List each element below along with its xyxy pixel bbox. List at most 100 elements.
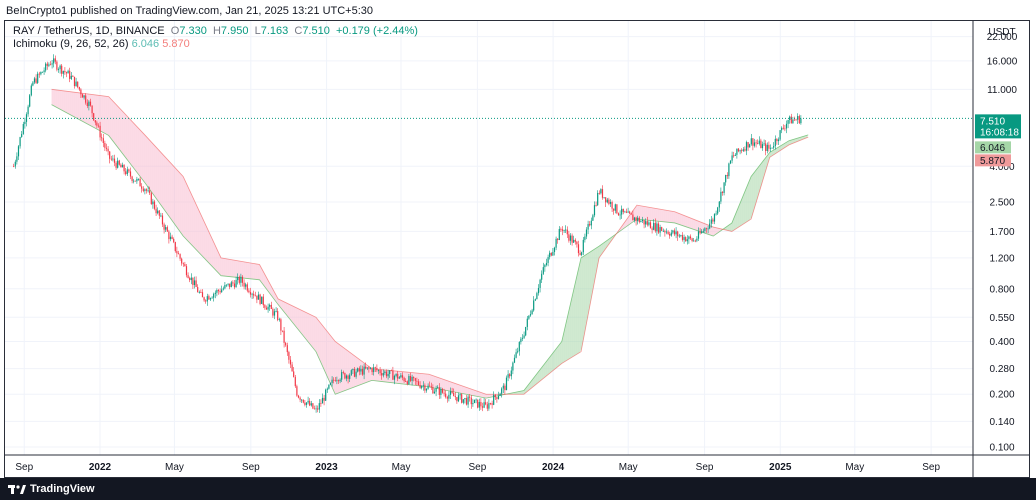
candle-body — [51, 63, 53, 65]
candle-body — [763, 143, 765, 145]
candle-body — [496, 397, 498, 399]
cloud-segment — [67, 91, 70, 115]
cloud-segment — [525, 385, 528, 393]
cloud-segment — [243, 261, 246, 279]
cloud-segment — [281, 300, 284, 312]
symbol-label[interactable]: RAY / TetherUS, 1D, BINANCE — [13, 25, 165, 37]
candle-body — [446, 396, 448, 399]
candle-body — [200, 292, 202, 293]
candle-body — [497, 395, 500, 399]
candle-body — [331, 379, 333, 383]
grid-lines — [5, 21, 973, 455]
candle-body — [632, 214, 634, 221]
candle-body — [577, 244, 580, 254]
cloud-segment — [299, 309, 302, 334]
candle-body — [555, 238, 557, 248]
candle-body — [744, 149, 746, 151]
candle-body — [30, 85, 32, 96]
cloud-segment — [607, 238, 610, 247]
candle-body — [726, 175, 728, 177]
candle-body — [257, 294, 260, 300]
candle-body — [573, 239, 575, 243]
candle-body — [624, 211, 626, 213]
candle-body — [363, 366, 365, 375]
candle-body — [571, 235, 573, 243]
cloud-segment — [259, 264, 262, 283]
ohlc-close: C7.510 — [294, 25, 330, 37]
cloud-segment — [57, 90, 60, 109]
ohlc-open: O7.330 — [170, 25, 207, 37]
cloud-segment — [155, 146, 158, 201]
indicator-label[interactable]: Ichimoku (9, 26, 52, 26) — [13, 38, 129, 50]
candle-body — [437, 387, 439, 389]
candle-body — [109, 151, 111, 159]
candle-body — [377, 370, 380, 371]
candle-body — [552, 251, 554, 256]
x-tick-label: May — [392, 462, 411, 473]
candle-body — [761, 144, 764, 149]
candle-body — [611, 202, 613, 209]
candle-body — [77, 81, 79, 88]
candle-body — [397, 373, 399, 379]
candle-body — [685, 237, 687, 242]
candle-body — [358, 368, 360, 372]
cloud-segment — [523, 388, 526, 395]
candle-body — [17, 146, 20, 157]
candle-body — [545, 262, 548, 265]
publisher-bar: BeInCrypto1 published on TradingView.com… — [0, 0, 1036, 20]
candle-body — [792, 119, 794, 124]
candle-body — [400, 375, 402, 378]
cloud-segment — [741, 194, 744, 226]
candle-body — [280, 319, 282, 331]
cloud-segment — [549, 354, 552, 374]
candle-body — [617, 213, 620, 216]
cloud-segment — [467, 387, 470, 395]
candle-body — [313, 408, 316, 410]
cloud-segment — [355, 356, 358, 387]
candle-body — [19, 137, 21, 147]
candle-body — [96, 122, 98, 126]
cloud-segment — [219, 254, 222, 276]
candle-body — [541, 273, 543, 280]
cloud-segment — [203, 220, 206, 260]
cloud-segment — [245, 262, 248, 279]
candle-body — [585, 229, 588, 237]
candle-body — [453, 392, 455, 397]
cloud-segment — [225, 258, 228, 277]
x-tick-label: May — [845, 462, 864, 473]
candle-body — [603, 197, 605, 199]
candle-body — [553, 247, 556, 252]
candle-body — [462, 399, 464, 403]
candle-body — [523, 335, 525, 338]
candle-body — [299, 397, 301, 400]
candle-body — [256, 295, 258, 300]
candle-body — [673, 230, 676, 235]
price-chart-svg[interactable]: USDT 22.000 16.000 11.000 4.000 2.500 1.700 1.… — [5, 21, 1030, 478]
candle-body — [101, 137, 103, 139]
candle-body — [22, 124, 24, 135]
candle-body — [742, 149, 744, 151]
candle-body — [297, 395, 300, 398]
candle-body — [635, 217, 637, 222]
cloud-segment — [483, 393, 486, 399]
candle-body — [187, 275, 189, 279]
candles — [13, 54, 802, 413]
tradingview-logo-icon — [8, 485, 26, 494]
candle-body — [485, 402, 487, 405]
candle-body — [433, 391, 436, 394]
leading-span-a — [51, 104, 809, 399]
candle-body — [336, 380, 338, 382]
chart-frame[interactable]: RAY / TetherUS, 1D, BINANCE O7.330 H7.95… — [4, 20, 1030, 478]
cloud-segment — [195, 203, 198, 252]
candle-body — [184, 264, 186, 267]
candle-body — [320, 403, 322, 404]
candle-body — [185, 266, 188, 276]
x-tick-label: 2025 — [769, 462, 792, 473]
candle-body — [337, 380, 340, 382]
cloud-segment — [51, 89, 54, 106]
candle-body — [643, 220, 645, 225]
candle-body — [648, 222, 650, 225]
candle-body — [73, 76, 76, 87]
cloud-segment — [691, 218, 694, 230]
candle-body — [35, 78, 37, 83]
